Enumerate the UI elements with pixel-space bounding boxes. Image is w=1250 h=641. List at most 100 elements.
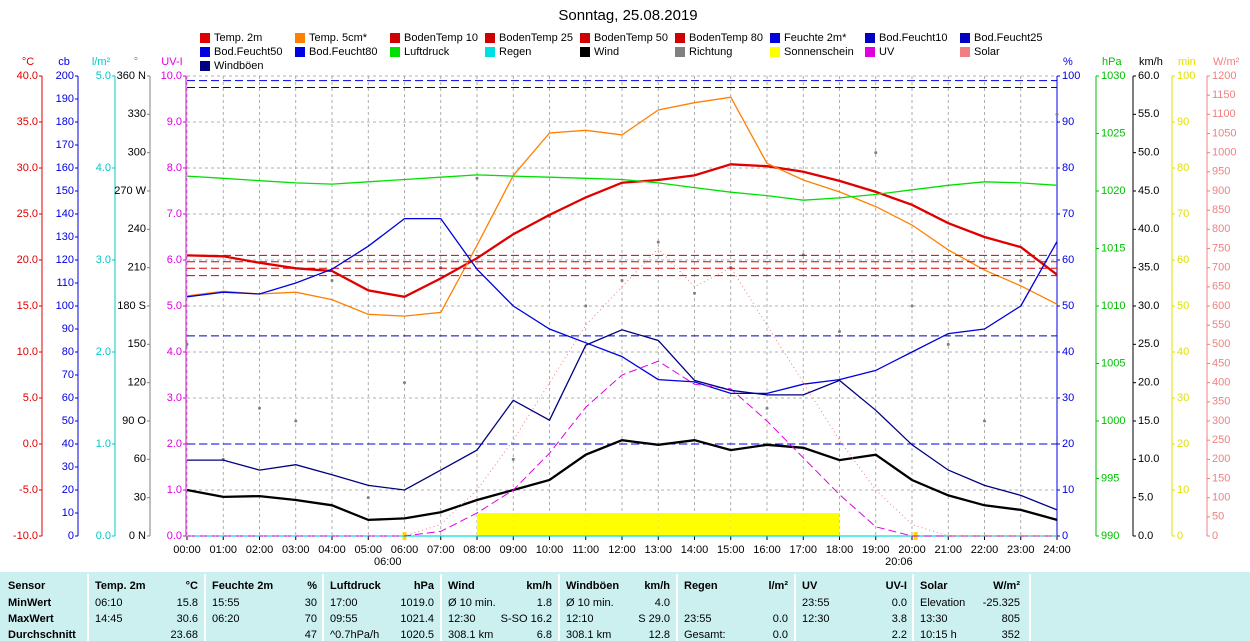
y-tick-label: 3.0 (167, 392, 182, 404)
table-cell: Ø 10 min. (566, 597, 614, 609)
y-tick-label: 1030 (1101, 70, 1125, 82)
direction-dot (330, 278, 334, 282)
table-cell: 70 (305, 613, 317, 625)
y-tick-label: 1000 (1212, 147, 1236, 159)
y-tick-label: 450 (1212, 357, 1230, 369)
y-tick-label: 160 (56, 162, 74, 174)
table-cell: Ø 10 min. (448, 597, 496, 609)
table-cell: Wind (448, 580, 475, 592)
x-tick-label: 01:00 (209, 544, 237, 556)
table-cell: 805 (1002, 613, 1020, 625)
direction-dot (946, 342, 950, 346)
y-tick-label: 0.0 (23, 438, 38, 450)
table-cell: 10:15 h (920, 629, 957, 641)
table-cell: 12:30 (448, 613, 476, 625)
y-tick-label: 990 (1101, 530, 1119, 542)
y-tick-label: 60 (1177, 254, 1189, 266)
sunshine-bar (694, 513, 731, 536)
x-tick-label: 13:00 (644, 544, 672, 556)
y-tick-label: 70 (62, 369, 74, 381)
legend-label: Richtung (689, 46, 732, 58)
table-cell: 4.0 (655, 597, 670, 609)
x-tick-label: 07:00 (427, 544, 455, 556)
y-tick-label: 6.0 (167, 254, 182, 266)
sunshine-bar (513, 513, 550, 536)
y-tick-label: 170 (56, 139, 74, 151)
table-cell: 12:30 (802, 613, 830, 625)
table-cell: 1.8 (537, 597, 552, 609)
x-tick-label: 15:00 (717, 544, 745, 556)
table-cell: Regen (684, 580, 718, 592)
legend-label: Temp. 2m (214, 32, 262, 44)
x-tick-label: 24:00 (1043, 544, 1071, 556)
direction-dot (584, 304, 588, 308)
y-tick-label: 0 N (129, 530, 146, 542)
y-tick-label: 2.0 (96, 346, 111, 358)
table-cell: Elevation (920, 597, 965, 609)
y-tick-label: 90 (1062, 116, 1074, 128)
sunshine-bar (622, 513, 659, 536)
y-tick-label: 10 (62, 507, 74, 519)
sunshine-bar (585, 513, 622, 536)
legend-label: Bod.Feucht50 (214, 46, 283, 58)
legend-label: BodenTemp 25 (499, 32, 573, 44)
table-cell: W/m² (993, 580, 1020, 592)
y-tick-label: 2.0 (167, 438, 182, 450)
direction-dot (983, 419, 986, 423)
axis-unit: hPa (1102, 56, 1122, 68)
y-tick-label: 800 (1212, 223, 1230, 235)
y-tick-label: 350 (1212, 396, 1230, 408)
table-cell: UV-I (886, 580, 907, 592)
y-tick-label: 55.0 (1138, 108, 1159, 120)
y-tick-label: 200 (56, 70, 74, 82)
legend-label: Wind (594, 46, 619, 58)
x-tick-label: 11:00 (572, 544, 599, 556)
annotation: 20:06 (885, 556, 913, 568)
y-tick-label: 1050 (1212, 127, 1236, 139)
y-tick-label: 40.0 (1138, 223, 1159, 235)
y-tick-label: 110 (56, 277, 74, 289)
y-tick-label: 1015 (1101, 242, 1125, 254)
axis-unit: km/h (1139, 56, 1163, 68)
y-tick-label: 0 (1177, 530, 1183, 542)
table-cell: 13:30 (920, 613, 948, 625)
x-tick-label: 04:00 (318, 544, 346, 556)
direction-dot (185, 342, 189, 346)
y-tick-label: 70 (1062, 208, 1074, 220)
legend-swatch (200, 47, 210, 57)
legend-swatch (390, 47, 400, 57)
series-line (186, 217, 1058, 395)
table-cell: Feuchte 2m (212, 580, 273, 592)
y-tick-label: 250 (1212, 434, 1230, 446)
y-tick-label: 20 (1062, 438, 1074, 450)
direction-dot (511, 457, 515, 461)
x-tick-label: 19:00 (862, 544, 890, 556)
table-cell: 352 (1002, 629, 1020, 641)
table-cell: Solar (920, 580, 948, 592)
y-tick-label: 1005 (1101, 357, 1125, 369)
table-cell: 0.0 (892, 597, 907, 609)
y-tick-label: 50 (1062, 300, 1074, 312)
table-cell: 15:55 (212, 597, 240, 609)
y-tick-label: 50 (62, 415, 74, 427)
y-tick-label: 45.0 (1138, 185, 1159, 197)
legend-swatch (580, 33, 590, 43)
table-cell: -25.325 (983, 597, 1020, 609)
y-tick-label: 130 (56, 231, 74, 243)
sunshine-bar (803, 513, 840, 536)
y-tick-label: 240 (128, 223, 146, 235)
y-tick-label: 9.0 (167, 116, 182, 128)
legend-label: Sonnenschein (784, 46, 854, 58)
y-tick-label: 20.0 (1138, 377, 1159, 389)
legend-label: Bod.Feucht25 (974, 32, 1043, 44)
y-tick-label: 5.0 (23, 392, 38, 404)
x-tick-label: 06:00 (391, 544, 419, 556)
y-tick-label: 10.0 (161, 70, 182, 82)
y-tick-label: 150 (128, 338, 146, 350)
y-tick-label: 1.0 (96, 438, 111, 450)
y-tick-label: 0.0 (167, 530, 182, 542)
y-tick-label: 100 (1212, 492, 1230, 504)
y-tick-label: 300 (128, 147, 146, 159)
series-line (186, 163, 1058, 298)
